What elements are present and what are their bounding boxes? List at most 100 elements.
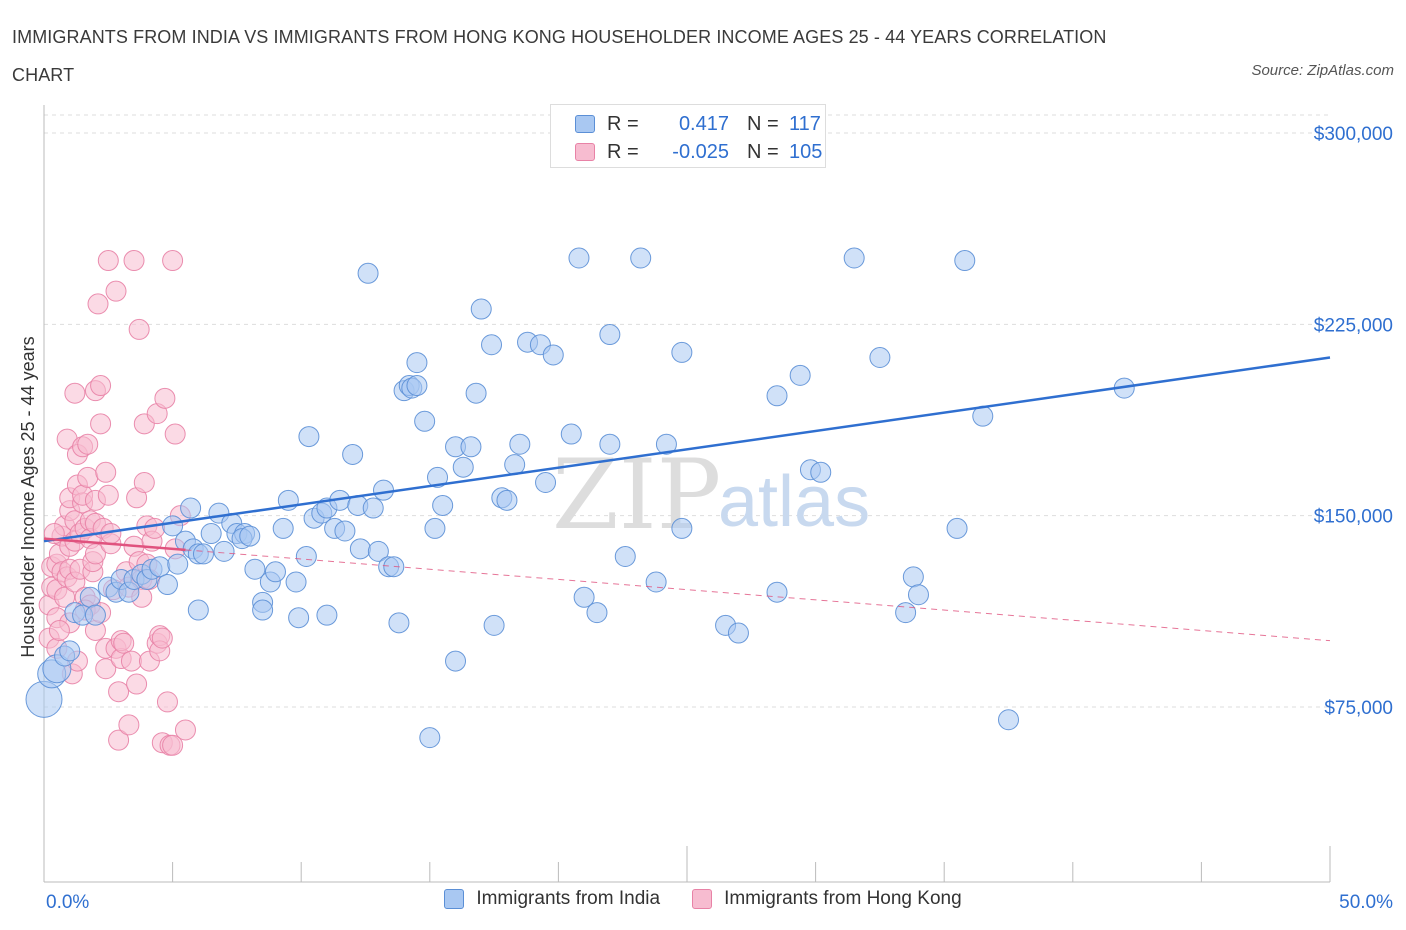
hong-kong-trend-line-solid [43,537,186,552]
hong-kong-point [48,619,70,641]
hong-kong-point [77,433,99,455]
trend-lines [43,356,1331,642]
india-point [483,614,505,636]
hong-kong-point [120,650,142,672]
hong-kong-point [105,280,127,302]
india-point [535,472,557,494]
india-point [200,523,222,545]
india-point [496,489,518,511]
india-point [843,247,865,269]
india-point [316,604,338,626]
hong-kong-point [90,375,112,397]
india-point [167,553,189,575]
india-point [180,497,202,519]
india-point [586,602,608,624]
y-tick-label: $300,000 [1314,124,1393,145]
hong-kong-point [108,729,130,751]
india-point [470,298,492,320]
india-point [406,352,428,374]
hong-kong-point [144,517,166,539]
india-point [452,456,474,478]
legend-item-india[interactable]: Immigrants from India [444,888,660,910]
india-point [645,571,667,593]
india-n-label: N = [747,112,779,135]
series-india-points [25,247,1135,749]
india-point [424,517,446,539]
hong-kong-point [126,673,148,695]
india-point [509,433,531,455]
hong-kong-point [128,318,150,340]
india-point [272,517,294,539]
hong-kong-point [87,293,109,315]
india-point [810,461,832,483]
india-point [655,433,677,455]
grid [44,114,1330,708]
hong-kong-point [118,714,140,736]
india-point [192,543,214,565]
correlation-legend: R = 0.417 N = 117 R = -0.025 N = 105 [550,104,826,168]
india-point [432,494,454,516]
india-point [869,346,891,368]
hong-kong-point [123,250,145,272]
hong-kong-point [154,387,176,409]
india-point [334,520,356,542]
india-point [419,727,441,749]
axes [43,105,1331,883]
watermark-atlas: atlas [718,462,870,542]
india-point [946,517,968,539]
india-point [504,454,526,476]
india-point [288,607,310,629]
india-point [895,602,917,624]
india-point [295,545,317,567]
india-point [789,364,811,386]
india-point [187,599,209,621]
series-legend: Immigrants from India Immigrants from Ho… [0,888,1406,910]
legend-item-hong-kong[interactable]: Immigrants from Hong Kong [692,888,962,910]
india-point [285,571,307,593]
india-point [465,382,487,404]
india-point [84,604,106,626]
hong-kong-point [162,250,184,272]
legend-row-india: R = 0.417 N = 117 [575,111,829,137]
hong-kong-point [108,681,130,703]
x-tick-label-min: 0.0% [46,892,89,913]
india-r-label: R = [607,112,639,135]
hong-kong-legend-label: Immigrants from Hong Kong [724,888,962,909]
india-point [156,574,178,596]
india-swatch [575,115,595,133]
x-tick-label-max: 50.0% [1339,892,1393,913]
india-point [59,640,81,662]
india-point [388,612,410,634]
hong-kong-point [156,691,178,713]
india-point [599,324,621,346]
india-point [244,558,266,580]
hong-kong-r-label: R = [607,140,639,163]
hong-kong-point [97,484,119,506]
source-label: Source: ZipAtlas.com [1251,62,1394,79]
india-point [252,599,274,621]
india-point [213,540,235,562]
hong-kong-point [151,627,173,649]
india-point [264,561,286,583]
hong-kong-swatch [575,143,595,161]
india-point [902,566,924,588]
india-trend-line [43,356,1331,543]
hong-kong-point [97,250,119,272]
hong-kong-point [162,734,184,756]
india-point [342,443,364,465]
india-point [406,375,428,397]
india-point [542,344,564,366]
india-point [298,426,320,448]
y-tick-labels: $75,000 $150,000 $225,000 $300,000 [1314,124,1393,719]
india-point [414,410,436,432]
india-point [445,650,467,672]
india-point [573,586,595,608]
hong-kong-point [164,423,186,445]
india-r-value: 0.417 [678,112,729,135]
hong-kong-point [133,472,155,494]
india-point [954,250,976,272]
hong-kong-legend-swatch [692,889,713,909]
india-legend-swatch [444,889,465,909]
hong-kong-n-label: N = [747,140,779,163]
